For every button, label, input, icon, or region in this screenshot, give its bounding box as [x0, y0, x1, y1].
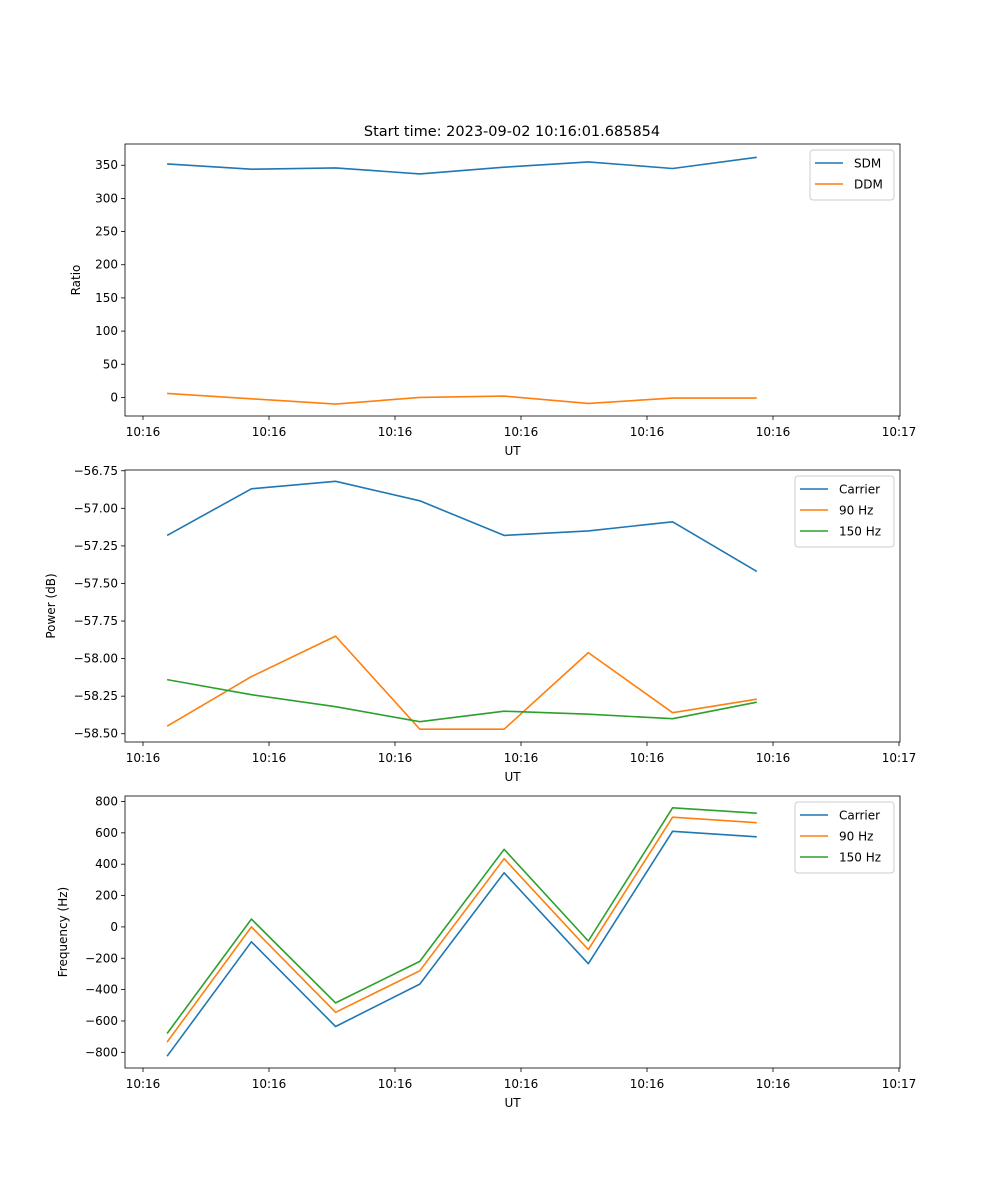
- y-tick-label: 250: [95, 225, 118, 239]
- x-tick-label: 10:16: [252, 1077, 287, 1091]
- y-axis-label: Frequency (Hz): [56, 887, 70, 978]
- figure-title: Start time: 2023-09-02 10:16:01.685854: [364, 124, 660, 140]
- series-line-carrier: [166, 480, 758, 573]
- y-tick-label: 100: [95, 324, 118, 338]
- series-line-carrier: [166, 830, 757, 1057]
- y-tick-label: 350: [95, 158, 118, 172]
- y-tick-label: 0: [110, 390, 118, 404]
- series-line-150-hz: [166, 678, 757, 723]
- y-tick-label: −58.25: [74, 689, 118, 703]
- legend-label: Carrier: [839, 483, 880, 497]
- y-tick-label: −600: [85, 1014, 118, 1028]
- y-tick-label: −400: [85, 983, 118, 997]
- chart-panel-2: −58.50 −58.25 −58.00 −57.75 −57.50 −57.25 −57.…: [44, 464, 916, 784]
- x-tick-label: 10:16: [378, 751, 413, 765]
- y-tick-label: 200: [95, 889, 118, 903]
- legend-label: 150 Hz: [839, 851, 881, 865]
- x-tick-label: 10:16: [630, 425, 665, 439]
- legend: Carrier 90 Hz 150 Hz: [794, 475, 895, 548]
- x-tick-label: 10:16: [756, 425, 791, 439]
- axes-frame: [124, 795, 901, 1069]
- x-axis-label: UT: [504, 770, 521, 784]
- y-tick-label: 300: [95, 191, 118, 205]
- y-tick-label: 600: [95, 826, 118, 840]
- y-tick-label: −57.75: [74, 614, 118, 628]
- y-tick-label: 150: [95, 291, 118, 305]
- x-tick-label: 10:16: [504, 425, 539, 439]
- legend-label: 150 Hz: [839, 525, 881, 539]
- x-tick-label: 10:16: [756, 751, 791, 765]
- x-tick-label: 10:17: [882, 1077, 917, 1091]
- axes-frame: [124, 469, 901, 743]
- y-tick-label: 200: [95, 258, 118, 272]
- x-tick-label: 10:16: [756, 1077, 791, 1091]
- legend-box: [794, 475, 895, 548]
- y-tick-label: 400: [95, 857, 118, 871]
- series-line-150-hz: [166, 806, 757, 1034]
- y-tick-label: −57.25: [74, 539, 118, 553]
- legend-label: 90 Hz: [839, 504, 873, 518]
- x-tick-label: 10:16: [630, 1077, 665, 1091]
- x-tick-label: 10:16: [126, 751, 161, 765]
- x-tick-label: 10:16: [378, 425, 413, 439]
- legend-label: 90 Hz: [839, 830, 873, 844]
- chart-panel-1: 0 50 100 150 200 250 300 350 10:16 10:16 10:16 10:1…: [69, 143, 917, 458]
- y-tick-label: −57.50: [74, 576, 118, 590]
- x-tick-label: 10:16: [504, 751, 539, 765]
- x-tick-label: 10:16: [252, 425, 287, 439]
- y-tick-label: 800: [95, 794, 118, 808]
- y-tick-label: 50: [103, 357, 118, 371]
- legend-box: [809, 149, 895, 201]
- x-tick-label: 10:17: [882, 425, 917, 439]
- y-tick-label: −800: [85, 1045, 118, 1059]
- series-line-ddm: [167, 392, 757, 405]
- x-axis-label: UT: [504, 1096, 521, 1110]
- y-tick-label: −56.75: [74, 464, 118, 478]
- legend-label: SDM: [854, 157, 881, 171]
- x-axis-label: UT: [504, 444, 521, 458]
- legend-label: DDM: [854, 178, 883, 192]
- y-tick-label: −58.50: [74, 727, 118, 741]
- series-line-90-hz: [166, 635, 757, 731]
- y-axis-label: Power (dB): [44, 573, 58, 638]
- legend-box: [794, 801, 895, 874]
- x-tick-label: 10:16: [126, 1077, 161, 1091]
- x-tick-label: 10:17: [882, 751, 917, 765]
- y-tick-label: 0: [110, 920, 118, 934]
- legend: Carrier 90 Hz 150 Hz: [794, 801, 895, 874]
- y-tick-label: −58.00: [74, 652, 118, 666]
- x-tick-label: 10:16: [126, 425, 161, 439]
- series-line-sdm: [167, 156, 757, 175]
- y-tick-label: −200: [85, 951, 118, 965]
- series-line-90-hz: [166, 816, 757, 1043]
- legend: SDM DDM: [809, 149, 895, 201]
- x-tick-label: 10:16: [252, 751, 287, 765]
- x-tick-label: 10:16: [504, 1077, 539, 1091]
- y-tick-label: −57.00: [74, 501, 118, 515]
- chart-panel-3: −800 −600 −400 −200 0 200 400 600 800 10:16 10:16 1…: [56, 794, 916, 1110]
- x-tick-label: 10:16: [378, 1077, 413, 1091]
- axes-frame: [124, 143, 901, 417]
- legend-label: Carrier: [839, 809, 880, 823]
- x-tick-label: 10:16: [630, 751, 665, 765]
- y-axis-label: Ratio: [69, 265, 83, 296]
